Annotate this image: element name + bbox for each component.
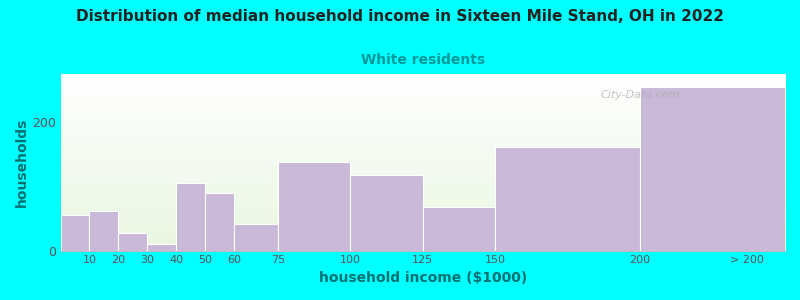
Bar <box>350 175 422 250</box>
Text: White residents: White residents <box>361 53 485 67</box>
Bar <box>118 232 147 250</box>
Bar <box>422 207 495 250</box>
Text: City-Data.com: City-Data.com <box>600 90 680 100</box>
Bar <box>278 162 350 250</box>
Y-axis label: households: households <box>15 118 29 207</box>
X-axis label: household income ($1000): household income ($1000) <box>318 271 527 285</box>
Bar <box>206 193 234 250</box>
Bar <box>234 224 278 250</box>
Bar <box>177 183 206 250</box>
Bar <box>640 87 785 250</box>
Bar <box>147 244 177 250</box>
Bar <box>90 211 118 250</box>
Bar <box>61 215 90 250</box>
Text: Distribution of median household income in Sixteen Mile Stand, OH in 2022: Distribution of median household income … <box>76 9 724 24</box>
Bar <box>495 147 640 250</box>
